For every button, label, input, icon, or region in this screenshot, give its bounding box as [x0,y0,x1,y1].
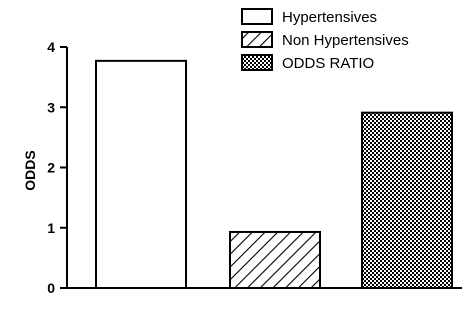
legend-swatch-odds-ratio [241,54,273,71]
y-tick-label-1: 1 [47,220,55,236]
bar-odds-ratio [361,111,453,289]
y-axis-label: ODDS [22,150,38,190]
bar-hypertensives [95,59,187,289]
bar-non-hypertensives [229,230,321,289]
y-tick-label-4: 4 [47,39,55,55]
legend: Hypertensives Non Hypertensives ODDS RATIO [241,8,409,72]
legend-swatch-hypertensives [241,8,273,25]
bars [95,59,453,289]
legend-label-non-hypertensives: Non Hypertensives [282,32,409,49]
legend-label-odds-ratio: ODDS RATIO [282,55,374,72]
y-tick-label-2: 2 [47,160,55,176]
y-tick-label-3: 3 [47,99,55,115]
y-tick-label-0: 0 [47,280,55,296]
legend-swatch-non-hypertensives [241,31,273,48]
legend-label-hypertensives: Hypertensives [282,9,377,26]
